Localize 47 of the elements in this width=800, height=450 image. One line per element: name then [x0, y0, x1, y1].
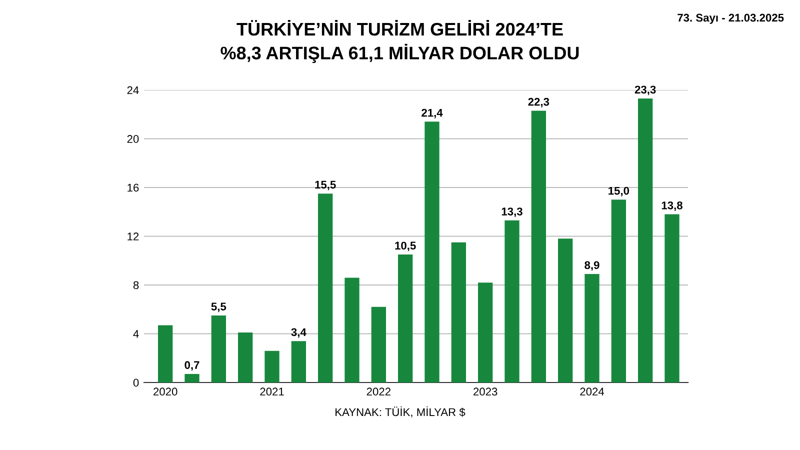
bar: [611, 200, 626, 382]
y-tick-label: 8: [133, 281, 139, 290]
data-label: 8,9: [584, 261, 600, 271]
data-label: 15,0: [608, 186, 630, 196]
data-label: 0,7: [184, 361, 200, 371]
y-tick-label: 24: [127, 86, 139, 94]
bar: [291, 341, 306, 382]
data-label: 13,8: [662, 201, 682, 211]
y-tick-label: 12: [128, 232, 139, 240]
y-tick-label: 16: [128, 184, 139, 192]
bar: [371, 306, 386, 382]
x-tick-label: 2020: [154, 388, 178, 396]
bar: [184, 374, 200, 382]
bar: [558, 238, 573, 382]
bar: [504, 220, 520, 382]
data-label: 5,5: [211, 302, 226, 312]
x-tick-label: 2021: [260, 388, 284, 396]
data-label: 13,3: [502, 208, 522, 218]
data-label: 3,4: [291, 328, 306, 338]
y-tick-label: 20: [127, 135, 139, 143]
bar: [584, 274, 600, 382]
x-tick-label: 2024: [580, 388, 604, 396]
data-label: 15,5: [315, 180, 336, 190]
data-label: 23,3: [634, 86, 656, 96]
bar: [158, 325, 173, 382]
bar: [398, 254, 413, 382]
bar: [451, 242, 466, 382]
bar: [211, 315, 226, 382]
y-tick-label: 0: [133, 378, 139, 387]
bar: [264, 350, 280, 382]
chart-title: TÜRKİYE’NİN TURİZM GELİRİ 2024’TE %8,3 ARTIŞLA 61,1 MİLYAR DOLAR OLDU: [220, 20, 579, 63]
text: 73. Sayı - 21.03.2025: [678, 14, 784, 24]
data-label: 10,5: [395, 242, 416, 252]
y-tick-label: 4: [133, 330, 139, 338]
bar: [478, 282, 493, 382]
bar: [664, 214, 680, 382]
bar: [531, 110, 546, 382]
text: KAYNAK: TÜİK, MİLYAR $: [336, 406, 466, 418]
data-label: 21,4: [422, 108, 443, 118]
data-label: 22,3: [528, 98, 550, 108]
bar: [424, 122, 440, 382]
bar: [344, 278, 360, 382]
x-tick-label: 2022: [366, 388, 390, 396]
x-tick-label: 2023: [474, 388, 498, 396]
bar: [238, 332, 253, 382]
bar: [318, 194, 333, 382]
bar: [638, 98, 653, 382]
